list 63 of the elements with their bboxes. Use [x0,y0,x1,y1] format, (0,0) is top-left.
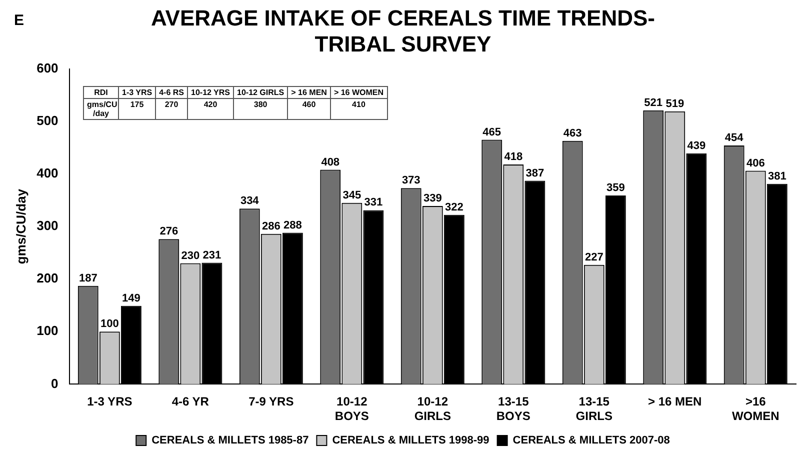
annotation: 4-6 RS [156,86,188,98]
legend-label: CEREALS & MILLETS 1998-99 [332,434,490,447]
data-label: 187 [78,272,98,284]
annotation: > 16 WOMEN [330,86,388,98]
data-label: 463 [563,127,582,140]
data-label: 334 [240,195,260,208]
annotation: 10-12 YRS [188,86,234,98]
x-tick-label: 1-3 YRS [87,394,132,409]
data-label: 227 [584,251,604,264]
y-axis-title: gms/CU/day [13,188,28,264]
chart-title: AVERAGE INTAKE OF CEREALS TIME TRENDS-TRIBAL SURVEY [151,5,655,57]
x-tick-label: >16 WOMEN [732,394,780,424]
annotation: 420 [188,98,234,120]
annotation: 460 [288,98,330,120]
x-tick-label: 13-15 GIRLS [576,394,612,424]
annotation: gms/CU /day [84,98,118,120]
data-label: 381 [768,170,786,182]
y-tick-label: 0 [51,376,58,391]
x-tick-label: 10-12 GIRLS [414,394,451,424]
text: E [14,12,24,29]
data-label: 276 [160,226,178,238]
y-tick-label: 100 [36,323,58,338]
annotation: 175 [118,98,156,120]
data-label: 339 [423,192,442,205]
data-label: 454 [724,132,744,144]
x-tick-label: > 16 MEN [648,394,702,409]
annotation: RDI [84,86,118,98]
annotation: 380 [234,98,288,120]
data-label: 387 [526,167,544,180]
y-tick-label: 500 [36,112,58,128]
data-label: 359 [606,182,625,194]
annotation: 270 [156,98,188,120]
data-label: 149 [122,292,140,304]
data-label: 286 [262,220,280,232]
data-label: 519 [666,98,684,110]
data-label: 373 [402,174,420,187]
data-label: 231 [202,249,222,262]
annotation: 410 [330,98,388,120]
data-label: 521 [644,96,663,109]
y-tick-label: 200 [36,270,58,286]
annotation: > 16 MEN [288,86,330,98]
data-label: 331 [364,196,383,209]
data-label: 406 [746,157,765,170]
data-label: 100 [100,318,119,330]
legend-label: CEREALS & MILLETS 1985-87 [152,434,309,447]
data-label: 439 [687,140,706,152]
data-label: 418 [504,151,523,164]
data-label: 408 [321,156,340,168]
x-tick-label: 4-6 YR [172,394,210,409]
x-tick-label: 7-9 YRS [248,394,294,409]
data-label: 322 [444,201,464,214]
x-tick-label: 13-15 BOYS [496,394,530,424]
data-label: 465 [482,126,502,138]
data-label: 345 [342,189,362,202]
y-tick-label: 600 [36,60,58,76]
y-tick-label: 300 [36,218,58,234]
data-label: 230 [181,250,200,262]
data-label: 288 [284,219,302,232]
annotation: 10-12 GIRLS [234,86,288,98]
x-tick-label: 10-12 BOYS [334,394,369,424]
legend-label: CEREALS & MILLETS 2007-08 [512,434,670,447]
annotation: 1-3 YRS [118,86,156,98]
y-tick-label: 400 [36,166,58,181]
